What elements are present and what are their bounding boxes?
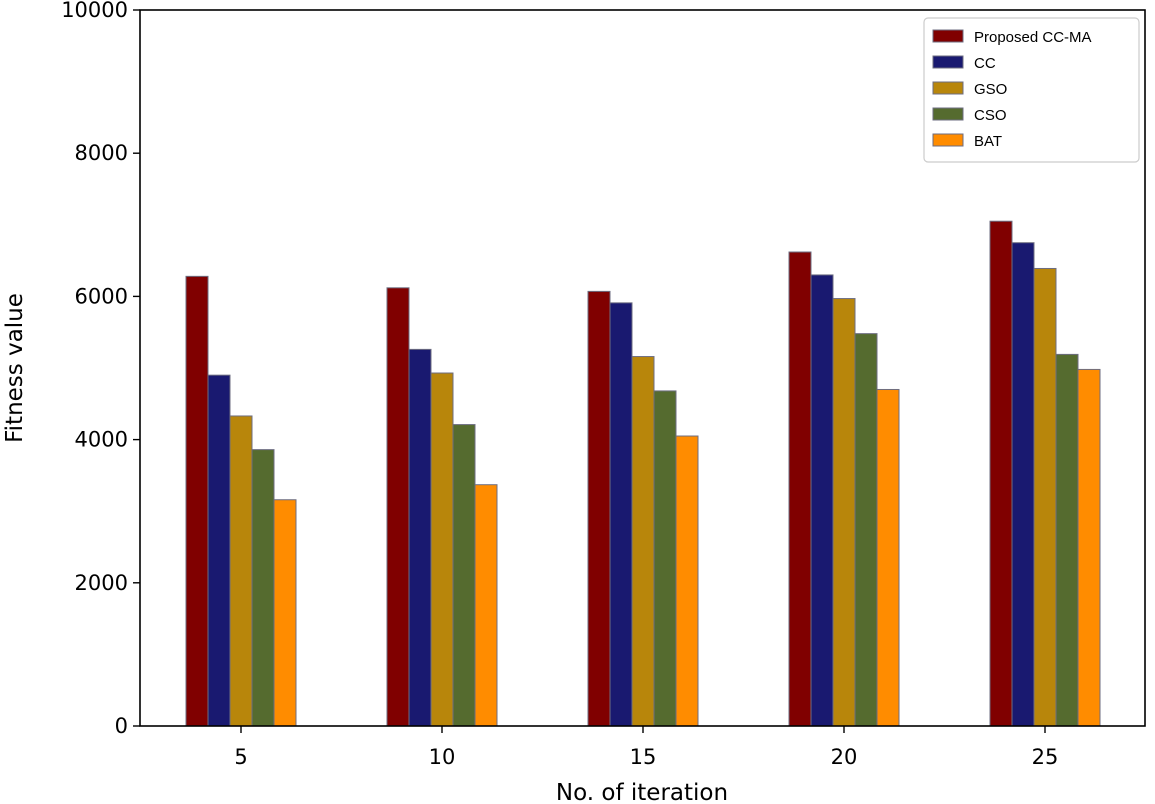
legend: Proposed CC-MA CC GSO CSO BAT: [923, 17, 1140, 163]
legend-label: Proposed CC-MA: [974, 29, 1092, 46]
bar-gso-25: [1033, 267, 1057, 727]
bar-cc-10: [408, 348, 432, 727]
y-axis-title: Fitness value: [2, 293, 28, 443]
legend-swatch: [932, 81, 964, 95]
y-tick-label: 8000: [75, 141, 128, 165]
legend-swatch: [932, 55, 964, 69]
y-tick-label: 4000: [75, 428, 128, 452]
legend-label: CSO: [974, 107, 1007, 124]
x-tick-label: 20: [831, 745, 858, 769]
plot-frame: [139, 9, 1146, 727]
bar-cc-25: [1011, 242, 1035, 727]
bars-group: [185, 220, 1101, 727]
bar-gso-10: [430, 372, 454, 727]
bar-proposed-cc-ma-10: [386, 287, 410, 727]
bar-proposed-cc-ma-5: [185, 275, 209, 727]
bar-proposed-cc-ma-15: [587, 290, 611, 727]
bar-cc-15: [609, 302, 633, 727]
y-axis: 0 2000 4000 6000 8000 10000: [61, 0, 140, 738]
bar-cc-20: [810, 274, 834, 727]
bar-cso-5: [251, 449, 275, 727]
bar-proposed-cc-ma-25: [989, 220, 1013, 727]
bar-gso-20: [832, 298, 856, 727]
x-axis-title: No. of iteration: [556, 780, 728, 804]
legend-box: [923, 17, 1140, 163]
legend-label: CC: [974, 55, 996, 72]
bar-bat-25: [1077, 368, 1101, 727]
x-tick-label: 25: [1032, 745, 1059, 769]
legend-label: BAT: [974, 133, 1002, 150]
bar-cso-20: [854, 333, 878, 727]
x-tick-label: 10: [429, 745, 456, 769]
legend-swatch: [932, 107, 964, 121]
bar-proposed-cc-ma-20: [788, 251, 812, 727]
legend-label: GSO: [974, 81, 1007, 98]
y-tick-label: 6000: [75, 284, 128, 308]
y-tick-label: 10000: [61, 0, 128, 22]
bar-gso-15: [631, 356, 655, 727]
x-axis: 5 10 15 20 25: [234, 726, 1058, 769]
y-tick-label: 0: [115, 714, 128, 738]
bar-cso-10: [452, 424, 476, 727]
bar-bat-20: [876, 388, 900, 727]
bar-bat-5: [273, 499, 297, 727]
legend-swatch: [932, 29, 964, 43]
bar-cso-15: [653, 390, 677, 727]
bar-bat-15: [675, 435, 699, 727]
bar-cc-5: [207, 374, 231, 727]
x-tick-label: 15: [630, 745, 657, 769]
legend-swatch: [932, 133, 964, 147]
y-tick-label: 2000: [75, 571, 128, 595]
x-tick-label: 5: [234, 745, 247, 769]
bar-bat-10: [474, 484, 498, 727]
bar-cso-25: [1055, 353, 1079, 727]
bar-gso-5: [229, 415, 253, 727]
